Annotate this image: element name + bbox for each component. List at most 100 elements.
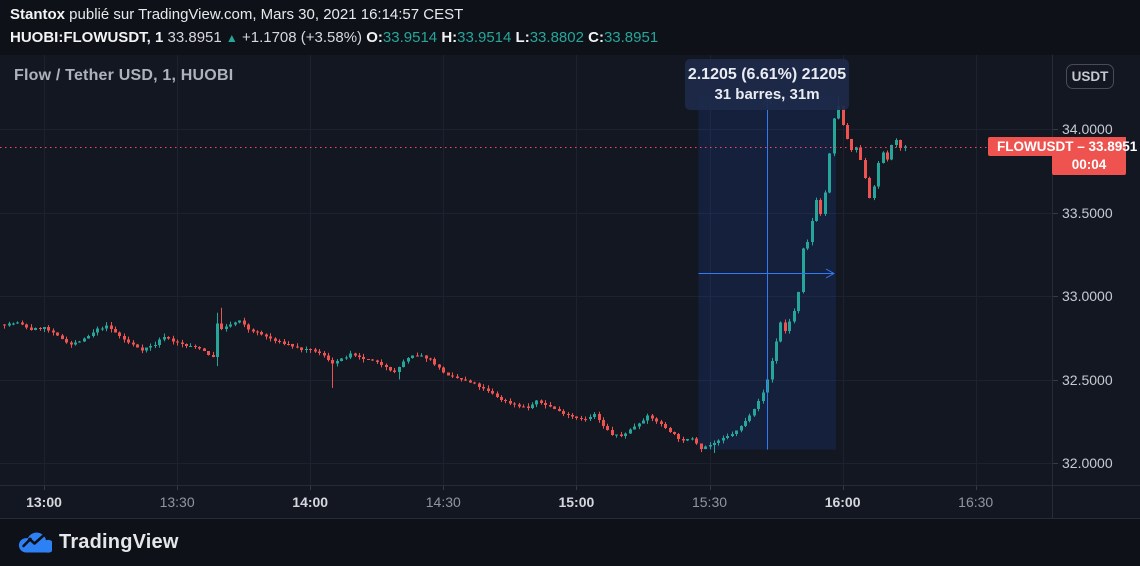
price-axis-label: 33.5000 bbox=[1062, 204, 1113, 221]
candle-body bbox=[362, 356, 365, 360]
candle-body bbox=[269, 336, 272, 339]
candle-body bbox=[34, 328, 37, 330]
candle-body bbox=[238, 320, 241, 323]
candle-body bbox=[149, 345, 152, 348]
candle-body bbox=[882, 152, 885, 164]
candle-body bbox=[504, 400, 507, 402]
price-tick-mark bbox=[1053, 296, 1058, 297]
candle-body bbox=[158, 339, 161, 345]
candle-body bbox=[438, 364, 441, 368]
candle-body bbox=[411, 355, 414, 359]
candle-body bbox=[797, 292, 800, 311]
candle-body bbox=[850, 139, 853, 150]
price-axis[interactable]: 34.0000 33.5000 33.0000 32.5000 32.0000 bbox=[1053, 55, 1140, 485]
candle-body bbox=[558, 409, 561, 411]
last-price: 33.8951 bbox=[167, 29, 222, 46]
chart-window: Flow / Tether USD, 1, HUOBI USDT 2.1205 … bbox=[0, 55, 1140, 519]
candle-body bbox=[278, 341, 281, 343]
candle-body bbox=[96, 328, 99, 333]
candle-body bbox=[354, 353, 357, 356]
candle-body bbox=[553, 406, 556, 410]
candle-body bbox=[549, 405, 552, 407]
candle-body bbox=[717, 440, 720, 443]
candle-body bbox=[815, 199, 818, 221]
candle-body bbox=[314, 349, 317, 352]
candle-body bbox=[695, 438, 698, 444]
price-axis-label: 33.0000 bbox=[1062, 288, 1113, 304]
candle-body bbox=[176, 341, 179, 343]
candle-body bbox=[611, 430, 614, 436]
time-axis-label: 16:00 bbox=[824, 494, 861, 510]
publish-info: publié sur TradingView.com, Mars 30, 202… bbox=[65, 6, 464, 23]
time-axis[interactable]: 13:00 13:30 14:00 14:30 15:00 15:30 16:00 16:30 bbox=[0, 486, 1052, 519]
candle-body bbox=[92, 332, 95, 336]
candle-body bbox=[606, 425, 609, 431]
low-label: L: bbox=[515, 29, 530, 46]
candle-body bbox=[393, 370, 396, 373]
candle-body bbox=[544, 402, 547, 406]
price-tick-mark bbox=[1053, 463, 1058, 464]
candle-body bbox=[473, 382, 476, 384]
candle-body bbox=[429, 358, 432, 360]
time-axis-label: 13:30 bbox=[159, 494, 195, 510]
candle-body bbox=[185, 344, 188, 347]
candle-body bbox=[456, 376, 459, 379]
candle-body bbox=[141, 347, 144, 351]
time-axis-separator bbox=[0, 485, 1140, 486]
candle-body bbox=[589, 416, 592, 420]
candle-body bbox=[713, 442, 716, 445]
candle-body bbox=[535, 400, 538, 405]
tradingview-logo[interactable]: TradingView bbox=[16, 529, 179, 555]
price-axis-label: 32.0000 bbox=[1062, 455, 1113, 471]
measure-price-change: 2.1205 (6.61%) 21205 bbox=[687, 66, 847, 83]
snapshot-footer: TradingView bbox=[0, 520, 1140, 566]
candle-body bbox=[105, 325, 108, 329]
candle-body bbox=[181, 342, 184, 345]
candle-body bbox=[331, 359, 334, 364]
time-tick-mark bbox=[576, 486, 577, 490]
candle-body bbox=[753, 408, 756, 416]
candle-body bbox=[833, 118, 836, 154]
candle-body bbox=[229, 324, 232, 327]
candle-body bbox=[748, 415, 751, 421]
candle-body bbox=[744, 420, 747, 427]
candle-body bbox=[540, 400, 543, 403]
tradingview-cloud-icon bbox=[18, 532, 52, 553]
candle-body bbox=[686, 438, 689, 441]
candle-body bbox=[722, 438, 725, 441]
measure-bars-duration: 31 barres, 31m bbox=[714, 86, 820, 103]
candle-body bbox=[669, 428, 672, 433]
candle-body bbox=[30, 327, 33, 330]
candle-body bbox=[806, 242, 809, 249]
candle-body bbox=[87, 335, 90, 339]
candle-body bbox=[562, 410, 565, 414]
candle-body bbox=[771, 361, 774, 380]
candle-body bbox=[660, 421, 663, 425]
candle-body bbox=[731, 434, 734, 436]
candle-body bbox=[673, 432, 676, 435]
candle-body bbox=[655, 418, 658, 422]
price-axis-separator bbox=[1052, 55, 1053, 519]
candle-body bbox=[460, 378, 463, 380]
candle-body bbox=[442, 367, 445, 373]
candle-body bbox=[726, 435, 729, 439]
candle-body bbox=[784, 322, 787, 332]
candle-body bbox=[12, 323, 15, 325]
time-axis-label: 13:00 bbox=[26, 494, 62, 510]
candle-body bbox=[56, 332, 59, 336]
currency-button[interactable]: USDT bbox=[1066, 64, 1114, 89]
candle-body bbox=[296, 346, 299, 348]
candle-body bbox=[735, 430, 738, 435]
candle-body bbox=[65, 339, 68, 343]
candle-body bbox=[318, 351, 321, 354]
candle-body bbox=[367, 359, 370, 361]
candle-body bbox=[172, 338, 175, 342]
candle-body bbox=[518, 404, 521, 407]
candle-body bbox=[682, 438, 685, 441]
candle-body bbox=[47, 327, 50, 331]
candle-body bbox=[380, 361, 383, 365]
price-chart-pane[interactable] bbox=[0, 55, 1052, 485]
candle-body bbox=[83, 338, 86, 342]
price-change: +1.1708 (+3.58%) bbox=[241, 29, 363, 46]
candle-body bbox=[402, 361, 405, 367]
